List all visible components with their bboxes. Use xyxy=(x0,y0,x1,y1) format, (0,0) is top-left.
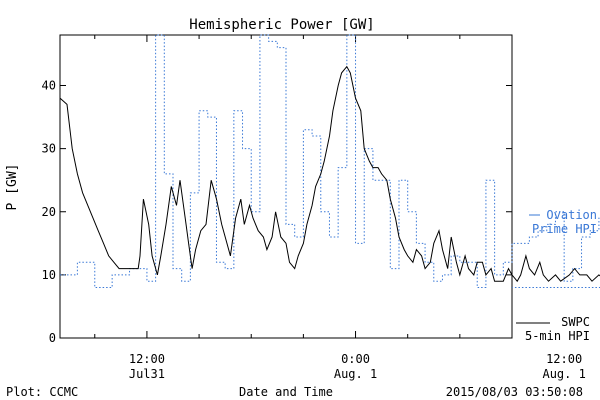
plot-frame xyxy=(59,34,513,339)
y-tick-label: 0 xyxy=(49,331,56,345)
legend-swpc: SWPC 5-min HPI xyxy=(516,315,590,343)
footer-plot-credit: Plot: CCMC xyxy=(6,385,78,399)
series-ovation-prime-line xyxy=(60,34,600,288)
x-tick-label-date: Jul31 xyxy=(129,367,165,381)
legend-swpc-line1: SWPC xyxy=(561,315,590,329)
series-layer xyxy=(59,34,600,288)
y-tick-label: 30 xyxy=(42,142,56,156)
x-tick-label-time: 12:00 xyxy=(129,352,165,366)
x-tick-label-date: Aug. 1 xyxy=(542,367,585,381)
y-axis-label: P [GW] xyxy=(5,164,20,211)
series-swpc-line xyxy=(59,65,600,283)
legend-ovation: Ovation Prime HPI xyxy=(529,208,597,236)
y-axis-ticks: 0 10 20 30 40 xyxy=(42,79,512,345)
x-tick-label-time: 12:00 xyxy=(546,352,582,366)
footer-timestamp: 2015/08/03 03:50:08 xyxy=(446,385,583,399)
chart-title: Hemispheric Power [GW] xyxy=(189,17,374,33)
legend-swpc-line2: 5-min HPI xyxy=(525,329,590,343)
y-tick-label: 10 xyxy=(42,268,56,282)
x-tick-label-date: Aug. 1 xyxy=(334,367,377,381)
legend-ovation-line1: Ovation xyxy=(546,208,597,222)
x-tick-label-time: 0:00 xyxy=(341,352,370,366)
x-axis-label: Date and Time xyxy=(239,385,333,399)
y-tick-label: 20 xyxy=(42,205,56,219)
y-tick-label: 40 xyxy=(42,79,56,93)
legend-ovation-line2: Prime HPI xyxy=(532,222,597,236)
